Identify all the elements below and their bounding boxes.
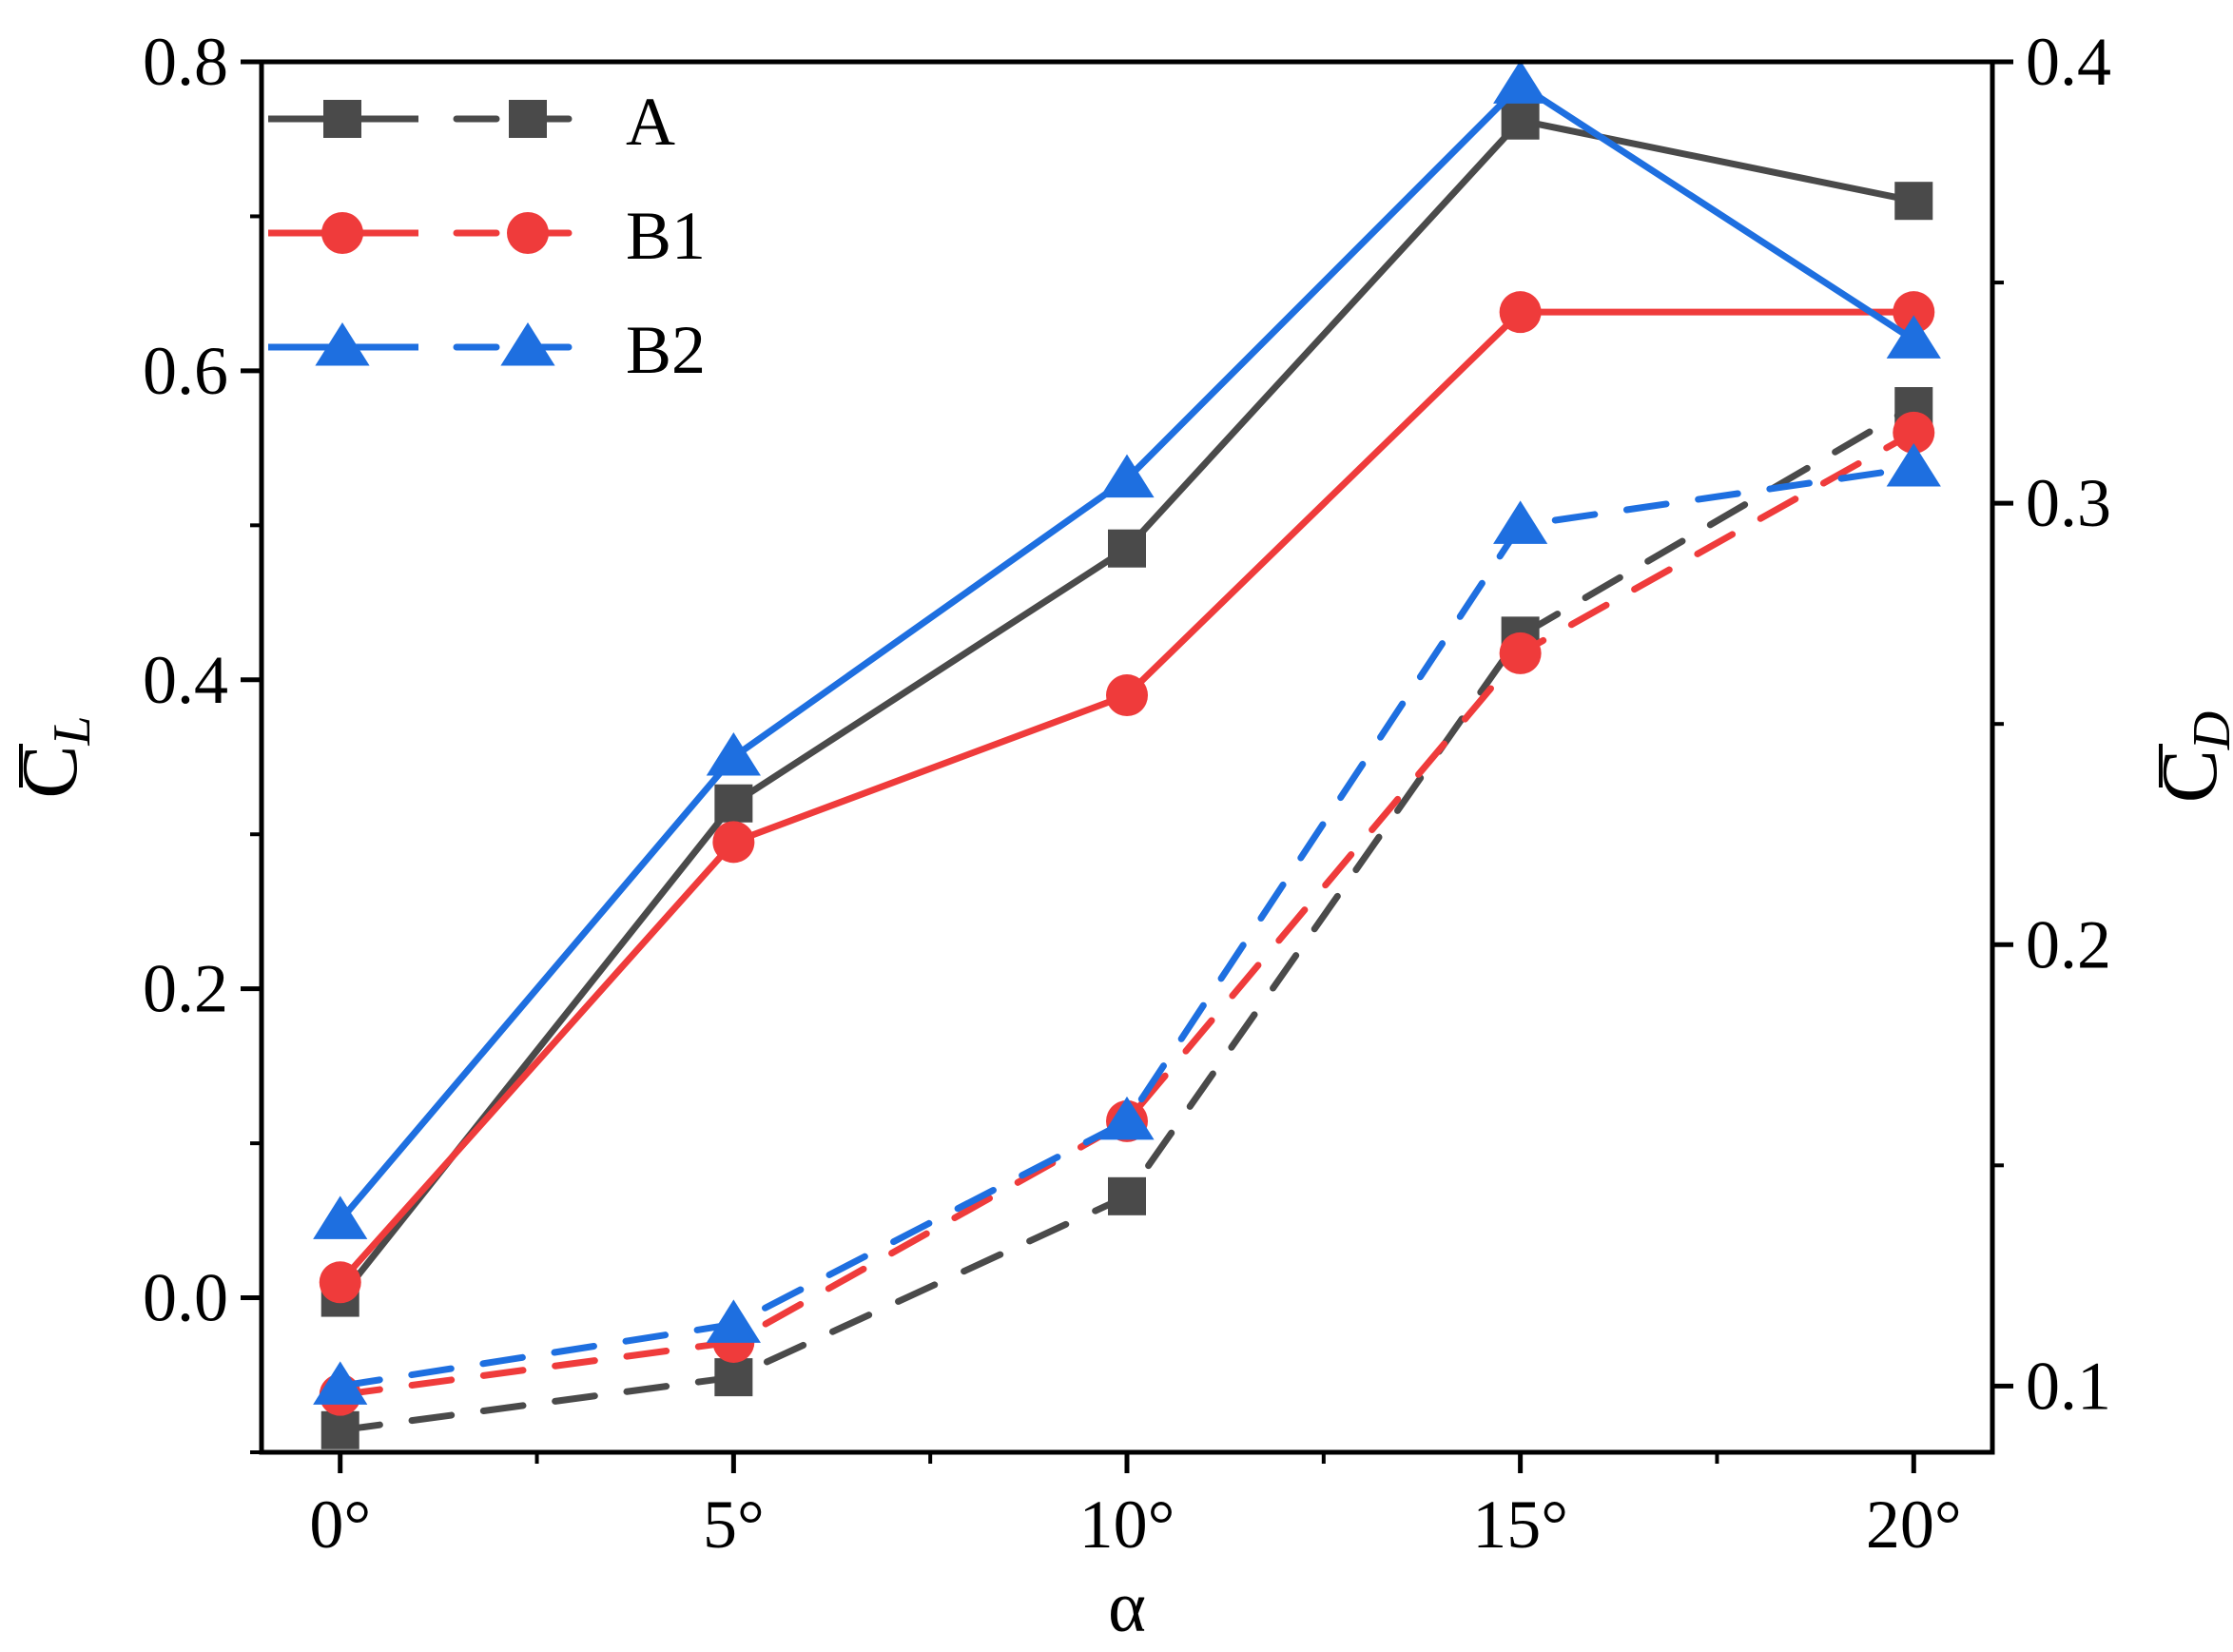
- axis-titles: α CL CD: [6, 711, 2233, 1647]
- series-line: [337, 429, 1917, 1399]
- y-axis-title-right-main: C: [2146, 749, 2233, 803]
- y-left-tick-label: 0.8: [143, 24, 228, 100]
- y-left-tick-label: 0.4: [143, 642, 228, 718]
- y-left-tick-label: 0.0: [143, 1260, 228, 1336]
- legend-label: B1: [626, 198, 706, 274]
- data-point-circle: [1499, 632, 1542, 674]
- x-tick-label: 15°: [1472, 1487, 1568, 1563]
- data-point-triangle: [1886, 442, 1941, 487]
- legend-marker: [321, 212, 363, 254]
- y-axis-title-left-main: C: [6, 746, 94, 799]
- series-line: [338, 81, 1916, 1223]
- legend-item-b1: B1: [268, 198, 706, 274]
- data-point-triangle: [1099, 1096, 1155, 1140]
- data-point-square: [714, 1358, 753, 1397]
- series-line: [337, 464, 1917, 1390]
- data-point-triangle: [1099, 454, 1155, 498]
- y-axis-title-left-sub: L: [43, 715, 102, 746]
- legend-label: A: [626, 84, 675, 160]
- legend-label: B2: [626, 312, 706, 388]
- plot-frame: [259, 59, 1995, 1455]
- data-point-square: [714, 784, 753, 823]
- y-left-tick-label: 0.6: [143, 333, 228, 409]
- ticks-layer: 0° 5° 10° 15° 20° 0.0 0.2 0.4 0.6 0.8 0.1 0.2 0.3 0.4: [143, 24, 2111, 1563]
- data-point-triangle: [706, 1299, 761, 1343]
- data-point-circle: [1106, 674, 1148, 717]
- data-point-circle: [1893, 291, 1935, 334]
- data-point-square: [1894, 182, 1933, 221]
- data-point-triangle: [313, 1361, 368, 1405]
- series-b1-solid: [319, 291, 1935, 1304]
- x-tick-label: 10°: [1079, 1487, 1175, 1563]
- svg-text:CD: CD: [2146, 711, 2233, 803]
- data-point-square: [320, 1410, 359, 1449]
- y-right-tick-label: 0.2: [2026, 906, 2111, 982]
- data-point-circle: [319, 1261, 361, 1304]
- series-b2-dashed: [313, 442, 1941, 1405]
- y-right-tick-label: 0.3: [2026, 465, 2111, 541]
- data-point-square: [1501, 101, 1540, 140]
- data-point-circle: [1893, 411, 1935, 454]
- y-axis-title-right: CD: [2146, 711, 2233, 803]
- legend-item-b2: B2: [268, 312, 706, 388]
- legend-marker: [507, 212, 549, 254]
- x-axis-title: α: [1108, 1567, 1146, 1647]
- y-axis-title-left: CL: [6, 715, 102, 798]
- data-point-triangle: [313, 1195, 368, 1239]
- legend-marker: [500, 322, 555, 366]
- legend-marker: [509, 100, 547, 138]
- x-tick-label: 20°: [1866, 1487, 1962, 1563]
- data-point-triangle: [1886, 315, 1941, 359]
- data-point-triangle: [1493, 500, 1548, 544]
- data-point-triangle: [1493, 60, 1548, 104]
- data-point-square: [1108, 1176, 1146, 1215]
- y-right-tick-label: 0.1: [2026, 1348, 2111, 1424]
- series-layer: [313, 60, 1941, 1449]
- x-tick-label: 0°: [309, 1487, 371, 1563]
- data-point-circle: [712, 821, 755, 864]
- y-right-tick-label: 0.4: [2026, 24, 2111, 100]
- data-point-square: [1108, 529, 1146, 568]
- y-left-tick-label: 0.2: [143, 951, 228, 1027]
- legend: A B1 B2: [268, 84, 706, 388]
- series-b2-solid: [313, 60, 1941, 1239]
- data-point-triangle: [706, 732, 761, 776]
- legend-marker: [323, 100, 361, 138]
- legend-item-a: A: [268, 84, 675, 160]
- legend-marker: [315, 322, 370, 366]
- data-point-circle: [1499, 291, 1542, 334]
- y-axis-title-right-sub: D: [2183, 711, 2233, 750]
- x-tick-label: 5°: [703, 1487, 765, 1563]
